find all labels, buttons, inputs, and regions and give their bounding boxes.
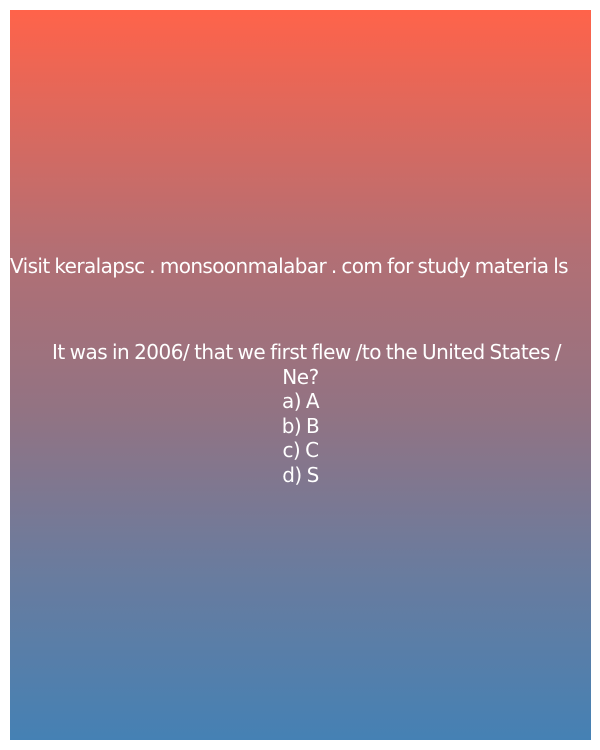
- question-text-line-2: Ne?: [282, 364, 319, 389]
- question-text-line-1: It was in 2006/ that we first flew /to t…: [52, 340, 562, 364]
- option-d: d) S: [282, 462, 319, 487]
- site-promo-text: Visit keralapsc . monsoonmalabar . com f…: [10, 254, 569, 278]
- option-c: c) C: [282, 438, 319, 462]
- option-a: a) A: [281, 389, 320, 413]
- option-b: b) B: [281, 413, 320, 438]
- question-block: It was in 2006/ that we first flew /to t…: [10, 340, 591, 487]
- question-card: Visit keralapsc . monsoonmalabar . com f…: [10, 10, 591, 740]
